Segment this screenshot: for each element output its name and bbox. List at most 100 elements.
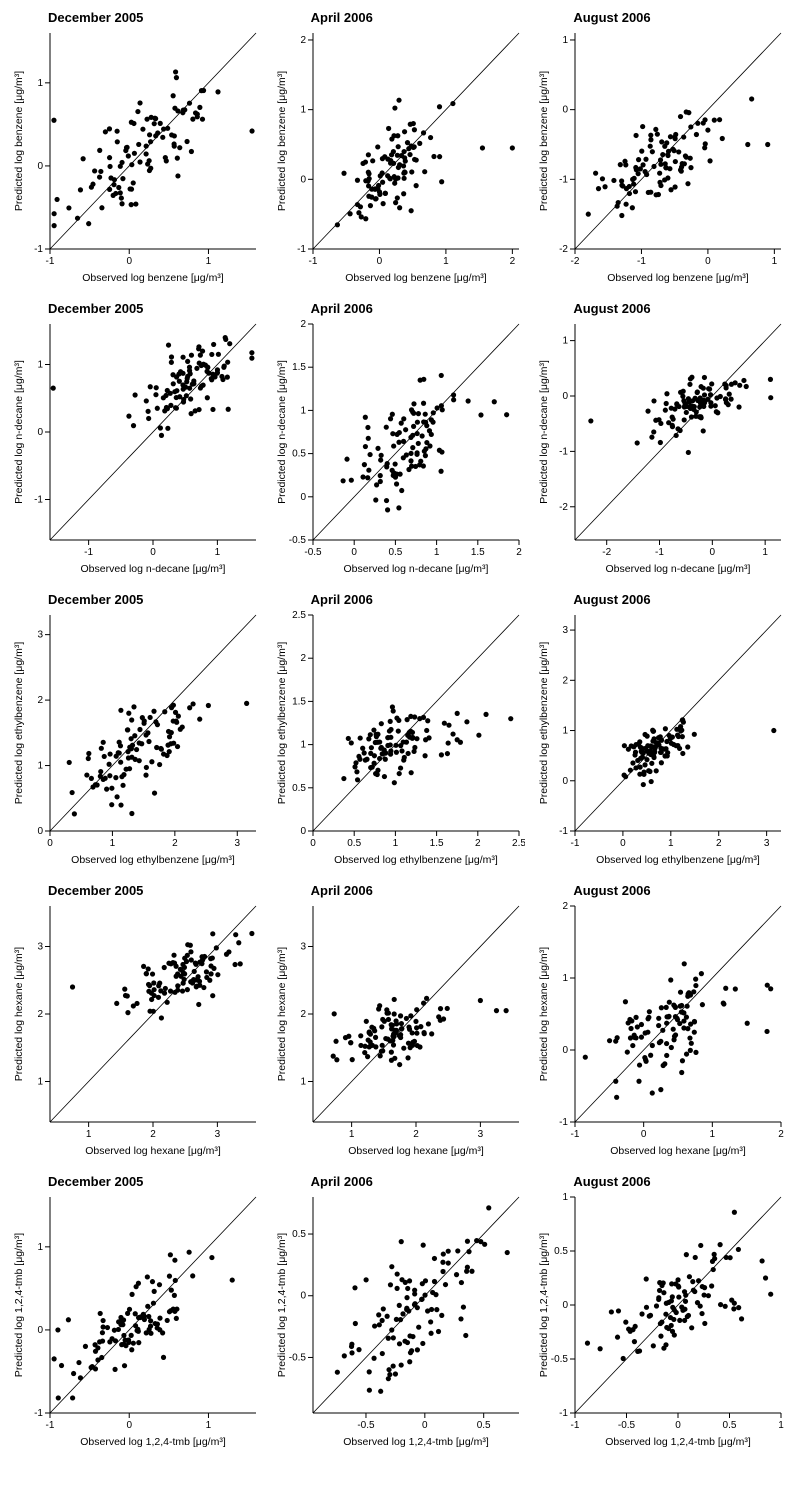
scatter-panel: April 2006-0.500.5-0.500.5Observed log 1… (273, 1174, 528, 1457)
svg-text:-2: -2 (559, 244, 568, 255)
svg-text:-1: -1 (571, 1420, 580, 1431)
svg-text:-0.5: -0.5 (304, 547, 322, 558)
svg-text:1: 1 (37, 761, 43, 772)
y-axis-label: Predicted log hexane [μg/m³] (13, 947, 25, 1082)
svg-text:2: 2 (516, 547, 522, 558)
y-axis-label: Predicted log 1,2,4-tmb [μg/m³] (276, 1233, 288, 1377)
y-axis-label: Predicted log n-decane [μg/m³] (13, 360, 25, 504)
scatter-panel: December 200501230123Observed log ethylb… (10, 592, 265, 875)
panel-title: December 2005 (48, 592, 265, 607)
svg-text:1: 1 (763, 547, 769, 558)
svg-text:3: 3 (300, 942, 306, 953)
svg-text:2: 2 (779, 1129, 785, 1140)
panel-title: December 2005 (48, 1174, 265, 1189)
y-axis-label: Predicted log 1,2,4-tmb [μg/m³] (13, 1233, 25, 1377)
svg-text:0: 0 (126, 1420, 132, 1431)
svg-text:0: 0 (126, 256, 132, 267)
x-axis-label: Observed log benzene [μg/m³] (82, 272, 224, 284)
scatter-points (334, 1205, 509, 1394)
svg-text:2.5: 2.5 (292, 610, 306, 621)
identity-line (575, 33, 781, 249)
scatter-panel: April 2006-1012-1012Observed log benzene… (273, 10, 528, 293)
svg-text:1: 1 (300, 405, 306, 416)
svg-text:2: 2 (509, 256, 515, 267)
svg-text:0: 0 (300, 1291, 306, 1302)
panel-title: August 2006 (573, 10, 790, 25)
identity-line (50, 615, 256, 831)
svg-text:-0.5: -0.5 (618, 1420, 636, 1431)
panel-title: August 2006 (573, 1174, 790, 1189)
svg-text:0: 0 (351, 547, 357, 558)
scatter-panel: August 2006-2-101-2-101Observed log benz… (535, 10, 790, 293)
svg-text:0: 0 (676, 1420, 682, 1431)
panel-svg: 123123Observed log hexane [μg/m³]Predict… (10, 900, 262, 1166)
scatter-panel: December 2005-101-101Observed log 1,2,4-… (10, 1174, 265, 1457)
y-axis-label: Predicted log benzene [μg/m³] (276, 71, 288, 211)
scatter-panel: December 2005-101-101Observed log n-deca… (10, 301, 265, 584)
panel-title: August 2006 (573, 883, 790, 898)
svg-text:2: 2 (716, 838, 722, 849)
x-axis-label: Observed log ethylbenzene [μg/m³] (597, 854, 761, 866)
svg-text:-1: -1 (571, 1129, 580, 1140)
scatter-points (330, 996, 508, 1067)
identity-line (575, 906, 781, 1122)
svg-text:0: 0 (150, 547, 156, 558)
svg-text:0: 0 (300, 826, 306, 837)
svg-text:-2: -2 (571, 256, 580, 267)
identity-line (313, 33, 519, 249)
svg-text:-1: -1 (655, 547, 664, 558)
svg-text:-1: -1 (46, 256, 55, 267)
panel-svg: 00.511.522.500.511.522.5Observed log eth… (273, 609, 525, 875)
panel-svg: -101-101Observed log benzene [μg/m³]Pred… (10, 27, 262, 293)
svg-text:1: 1 (443, 256, 449, 267)
y-axis-label: Predicted log hexane [μg/m³] (538, 947, 550, 1082)
x-axis-label: Observed log hexane [μg/m³] (85, 1145, 221, 1157)
svg-text:1: 1 (392, 838, 398, 849)
panel-title: April 2006 (311, 10, 528, 25)
svg-text:0: 0 (47, 838, 53, 849)
svg-text:-1: -1 (559, 174, 568, 185)
scatter-points (583, 961, 774, 1100)
svg-text:0.5: 0.5 (388, 547, 402, 558)
scatter-points (52, 1250, 235, 1401)
panel-title: April 2006 (311, 883, 528, 898)
panel-svg: 01230123Observed log ethylbenzene [μg/m³… (10, 609, 262, 875)
svg-text:3: 3 (37, 942, 43, 953)
svg-text:-1: -1 (559, 1117, 568, 1128)
svg-text:-0.5: -0.5 (551, 1354, 569, 1365)
y-axis-label: Predicted log 1,2,4-tmb [μg/m³] (538, 1233, 550, 1377)
panel-svg: -101-101Observed log 1,2,4-tmb [μg/m³]Pr… (10, 1191, 262, 1457)
scatter-panel: August 2006-2-101-2-101Observed log n-de… (535, 301, 790, 584)
svg-text:0: 0 (37, 427, 43, 438)
scatter-panel: August 2006-10123-10123Observed log ethy… (535, 592, 790, 875)
svg-text:0.5: 0.5 (292, 449, 306, 460)
svg-text:2: 2 (37, 1009, 43, 1020)
x-axis-label: Observed log ethylbenzene [μg/m³] (71, 854, 235, 866)
svg-text:2: 2 (475, 838, 481, 849)
svg-text:0: 0 (37, 826, 43, 837)
svg-text:0: 0 (705, 256, 711, 267)
svg-text:-1: -1 (559, 826, 568, 837)
svg-text:0.5: 0.5 (554, 1246, 568, 1257)
svg-text:1: 1 (563, 35, 569, 46)
x-axis-label: Observed log n-decane [μg/m³] (606, 563, 751, 575)
svg-text:2: 2 (300, 653, 306, 664)
identity-line (50, 324, 256, 540)
scatter-points (70, 931, 255, 1021)
svg-text:1: 1 (300, 740, 306, 751)
svg-text:-1: -1 (637, 256, 646, 267)
scatter-points (586, 96, 771, 218)
panel-svg: -0.500.5-0.500.5Observed log 1,2,4-tmb [… (273, 1191, 525, 1457)
svg-text:-1: -1 (34, 1408, 43, 1419)
svg-text:0.5: 0.5 (292, 1229, 306, 1240)
svg-text:1.5: 1.5 (292, 696, 306, 707)
panel-svg: -1012-1012Observed log hexane [μg/m³]Pre… (535, 900, 787, 1166)
svg-text:2: 2 (300, 35, 306, 46)
svg-text:1: 1 (563, 336, 569, 347)
panel-title: August 2006 (573, 301, 790, 316)
svg-text:2: 2 (37, 695, 43, 706)
scatter-grid: December 2005 -1 0 1 -1 0 1 Observed log benzen… (10, 10, 790, 1457)
svg-text:0: 0 (300, 492, 306, 503)
panel-svg: -0.500.511.52-0.500.511.52Observed log n… (273, 318, 525, 584)
y-axis-label: Predicted log n-decane [μg/m³] (538, 360, 550, 504)
